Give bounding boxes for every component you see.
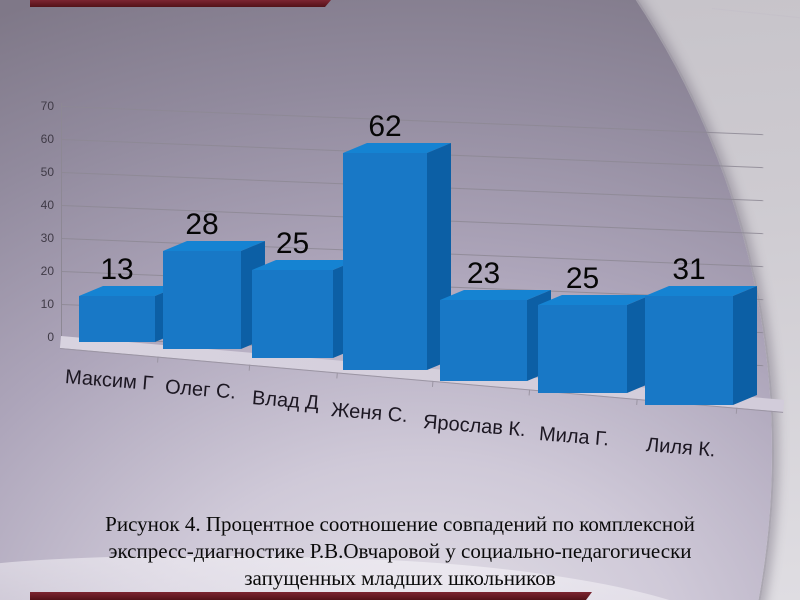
category-tick — [735, 407, 738, 414]
y-axis-tick-label: 0 — [47, 330, 54, 344]
category-tick — [636, 398, 638, 405]
bar-top-face — [538, 295, 651, 305]
y-axis-tick-label: 40 — [40, 198, 54, 212]
bar-value-label: 28 — [185, 208, 219, 241]
top-ribbon — [30, 0, 331, 7]
category-label: Женя С. — [330, 399, 409, 428]
bar-front-face — [645, 296, 733, 405]
bar-front-face — [252, 270, 333, 358]
y-axis-tick-label: 30 — [40, 231, 54, 245]
bar-top-face — [163, 241, 265, 251]
category-tick — [248, 364, 251, 371]
category-label: Лиля К. — [645, 434, 717, 462]
bar-top-face — [645, 286, 757, 296]
bottom-ribbon — [30, 592, 592, 600]
caption-line-3: запущенных младших школьников — [244, 566, 556, 590]
y-axis-tick-label: 20 — [40, 264, 54, 278]
bar-value-label: 31 — [672, 253, 706, 286]
bar-value-label: 13 — [100, 253, 134, 286]
bar-value-label: 23 — [466, 257, 501, 290]
y-axis-line — [61, 103, 62, 338]
bar-side-face — [733, 286, 757, 405]
bar-front-face — [79, 296, 155, 342]
bar-front-face — [538, 305, 627, 393]
caption-line-1: Рисунок 4. Процентное соотношение совпад… — [105, 512, 695, 536]
category-tick — [528, 389, 531, 396]
bar-top-face — [79, 286, 179, 296]
bar-front-face — [343, 153, 427, 370]
category-tick — [336, 372, 338, 379]
category-label: Ярослав К. — [422, 411, 527, 442]
category-label: Мила Г. — [538, 423, 610, 451]
category-label: Максим Г — [64, 366, 155, 396]
bar-front-face — [163, 251, 241, 349]
y-axis-tick-label: 70 — [40, 99, 54, 113]
caption-line-2: экспресс-диагностике Р.В.Овчаровой у соц… — [108, 539, 692, 563]
category-label: Влад Д — [251, 387, 320, 415]
category-tick — [431, 380, 434, 387]
bar-top-face — [252, 260, 357, 270]
bar-value-label: 62 — [368, 110, 402, 143]
figure-caption: Рисунок 4. Процентное соотношение совпад… — [40, 511, 760, 592]
bar-top-face — [440, 290, 551, 300]
y-axis-tick-label: 60 — [40, 132, 54, 146]
y-axis-tick-label: 10 — [40, 297, 54, 311]
bar-value-label: 25 — [565, 262, 600, 295]
bar-value-label: 25 — [275, 227, 310, 260]
y-axis-tick-label: 50 — [40, 165, 54, 179]
category-label: Олег С. — [164, 376, 237, 404]
category-tick — [157, 356, 159, 363]
bar-top-face — [343, 143, 451, 153]
bar-front-face — [440, 300, 527, 381]
